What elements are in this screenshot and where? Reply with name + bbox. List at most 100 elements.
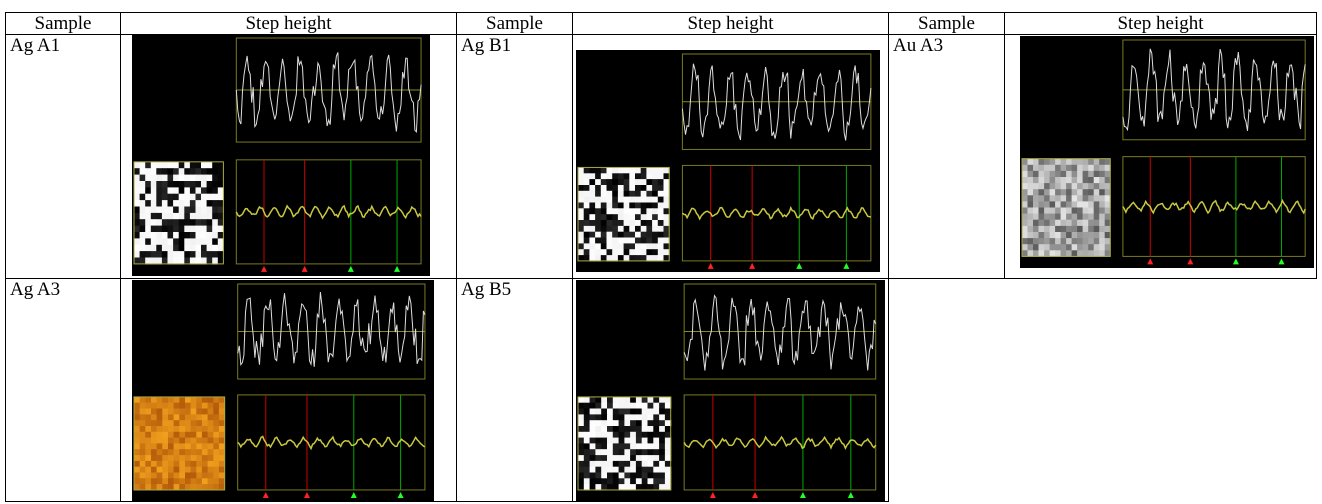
thumbnail-pixel [578, 196, 585, 203]
thumbnail-pixel [646, 220, 653, 227]
thumbnail-pixel [612, 237, 619, 244]
thumbnail-pixel [196, 466, 203, 473]
thumbnail-pixel [606, 220, 613, 227]
thumbnail-pixel [600, 231, 607, 238]
thumbnail-pixel [653, 460, 660, 468]
thumbnail-pixel [156, 426, 163, 433]
thumbnail-pixel [178, 181, 185, 188]
thumbnail-pixel [578, 173, 585, 180]
thumbnail-pixel [145, 455, 152, 462]
thumbnail-pixel [589, 167, 596, 174]
thumbnail-pixel [647, 484, 654, 491]
thumbnail-pixel [189, 161, 196, 169]
thumbnail-pixel [1088, 183, 1095, 190]
thumbnail-pixel [640, 225, 647, 233]
thumbnail-pixel [659, 466, 666, 473]
thumbnail-pixel [145, 437, 152, 444]
thumbnail-pixel [206, 187, 213, 195]
thumbnail-pixel [601, 449, 608, 456]
thumbnail-pixel [1071, 232, 1078, 239]
thumbnail-pixel [1049, 164, 1056, 172]
thumbnail-pixel [652, 196, 659, 203]
thumbnail-pixel [1044, 219, 1051, 227]
thumbnail-pixel [178, 200, 185, 207]
thumbnail-pixel [167, 238, 174, 246]
thumbnail-pixel [139, 251, 146, 258]
thumbnail-pixel [1082, 158, 1089, 166]
thumbnail-pixel [617, 243, 625, 250]
cursor-marker [1147, 258, 1154, 265]
thumbnail-pixel [207, 402, 214, 409]
thumbnail-pixel [595, 396, 602, 404]
thumbnail-pixel [212, 161, 219, 169]
thumbnail-pixel [664, 449, 672, 456]
thumbnail-pixel [1077, 170, 1084, 178]
thumbnail-pixel [145, 181, 152, 188]
thumbnail-pixel [218, 431, 226, 439]
thumbnail-pixel [623, 231, 630, 238]
thumbnail-pixel [595, 225, 602, 233]
thumbnail-pixel [629, 237, 636, 244]
thumbnail-pixel [139, 244, 146, 252]
thumbnail-pixel [201, 257, 208, 265]
thumbnail-pixel [1066, 164, 1073, 172]
thumbnail-pixel [150, 206, 157, 214]
thumbnail-pixel [664, 402, 672, 409]
thumbnail-pixel [190, 478, 197, 485]
thumbnail-pixel [139, 402, 146, 409]
thumbnail-pixel [646, 167, 653, 174]
thumbnail-pixel [640, 190, 647, 198]
thumbnail-pixel [212, 257, 219, 265]
thumbnail-pixel [635, 237, 642, 244]
thumbnail-pixel [612, 249, 619, 256]
thumbnail-pixel [134, 193, 141, 201]
thumbnail-pixel [657, 220, 664, 227]
thumbnail-pixel [641, 478, 648, 485]
thumbnail-pixel [134, 443, 141, 450]
thumbnail-pixel [189, 212, 196, 220]
thumbnail-pixel [1082, 183, 1089, 190]
thumbnail-pixel [653, 396, 660, 404]
thumbnail-pixel [134, 219, 141, 227]
thumbnail-pixel [201, 212, 208, 220]
thumbnail-pixel [589, 420, 596, 427]
thumbnail-pixel [624, 478, 631, 485]
thumbnail-pixel [189, 232, 196, 239]
thumbnail-pixel [663, 214, 670, 221]
thumbnail-pixel [185, 443, 192, 450]
thumbnail-pixel [607, 478, 614, 485]
thumbnail-pixel [156, 460, 163, 468]
thumbnail-pixel [595, 237, 602, 244]
thumbnail-pixel [612, 414, 620, 421]
thumbnail-pixel [184, 200, 191, 207]
thumbnail-pixel [206, 168, 213, 176]
thumbnail-pixel [150, 168, 157, 176]
thumbnail-pixel [640, 208, 647, 215]
thumbnail-pixel [206, 238, 213, 246]
thumbnail-pixel [185, 396, 192, 404]
thumbnail-pixel [1038, 244, 1045, 251]
thumbnail-pixel [139, 232, 146, 239]
thumbnail-pixel [134, 212, 141, 220]
thumbnail-pixel [134, 257, 141, 265]
thumbnail-pixel [1060, 232, 1067, 239]
thumbnail-pixel [578, 220, 585, 227]
thumbnail-pixel [207, 420, 214, 427]
thumbnail-pixel [179, 437, 186, 444]
thumbnail-pixel [606, 237, 613, 244]
thumbnail-pixel [589, 431, 596, 439]
thumbnail-pixel [630, 449, 637, 456]
thumbnail-pixel [600, 173, 607, 180]
thumbnail-pixel [184, 161, 191, 169]
thumbnail-pixel [607, 472, 614, 479]
thumbnail-pixel [612, 255, 619, 262]
thumbnail-pixel [168, 478, 175, 485]
thumbnail-pixel [167, 168, 174, 176]
thumbnail-pixel [218, 460, 226, 468]
thumbnail-pixel [601, 414, 608, 421]
thumbnail-pixel [168, 455, 175, 462]
thumbnail-pixel [612, 426, 620, 433]
thumbnail-pixel [201, 232, 208, 239]
thumbnail-pixel [612, 449, 620, 456]
thumbnail-pixel [612, 220, 619, 227]
